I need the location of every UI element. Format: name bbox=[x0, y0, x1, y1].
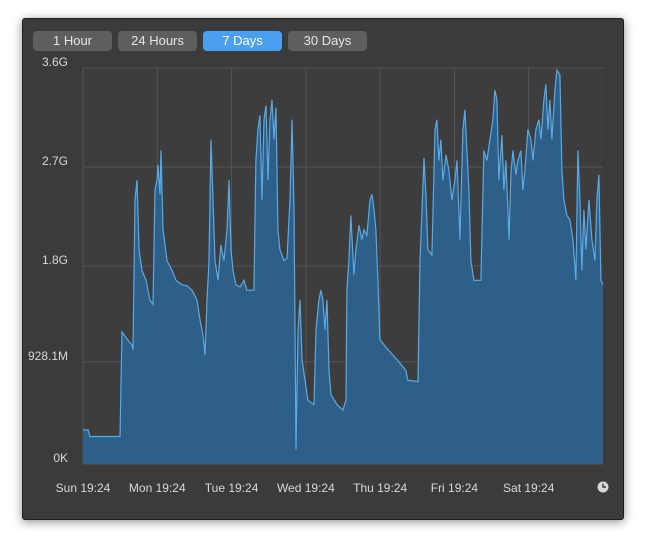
tab-bar: 1 Hour 24 Hours 7 Days 30 Days bbox=[33, 31, 367, 51]
x-tick-label: Thu 19:24 bbox=[353, 481, 407, 495]
area bbox=[83, 70, 603, 464]
range-tab[interactable]: 7 Days bbox=[203, 31, 282, 51]
range-tab[interactable]: 1 Hour bbox=[33, 31, 112, 51]
line bbox=[83, 68, 604, 450]
y-tick-label: 2.7G bbox=[42, 154, 68, 168]
x-tick-label: Wed 19:24 bbox=[277, 481, 335, 495]
range-tab[interactable]: 24 Hours bbox=[118, 31, 197, 51]
range-tab[interactable]: 30 Days bbox=[288, 31, 367, 51]
x-tick-label: Mon 19:24 bbox=[129, 481, 186, 495]
x-tick-label: Sun 19:24 bbox=[56, 481, 111, 495]
clock-icon bbox=[597, 481, 609, 493]
y-tick-label: 1.8G bbox=[42, 253, 68, 267]
x-tick-label: Fri 19:24 bbox=[431, 481, 479, 495]
y-tick-label: 928.1M bbox=[28, 349, 68, 363]
x-tick-label: Sat 19:24 bbox=[503, 481, 555, 495]
y-tick-label: 0K bbox=[53, 451, 68, 465]
y-tick-label: 3.6G bbox=[42, 55, 68, 69]
x-tick-label: Tue 19:24 bbox=[205, 481, 259, 495]
